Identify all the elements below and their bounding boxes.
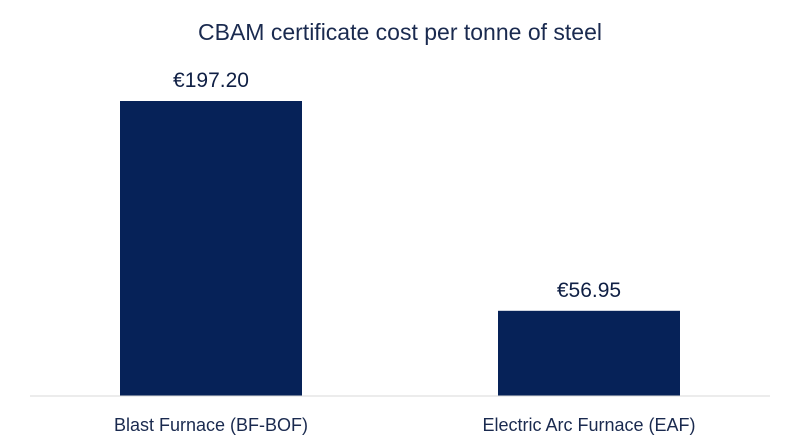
value-label: €56.95 bbox=[557, 279, 621, 302]
labels-group: €197.20 Blast Furnace (BF-BOF) €56.95 Elect… bbox=[114, 69, 696, 435]
bar-blast-furnace bbox=[120, 101, 302, 396]
chart-title: CBAM certificate cost per tonne of steel bbox=[198, 19, 602, 45]
bar-electric-arc-furnace bbox=[498, 310, 680, 396]
value-label: €197.20 bbox=[173, 69, 249, 92]
category-label: Electric Arc Furnace (EAF) bbox=[482, 415, 695, 435]
bars-group bbox=[120, 101, 680, 396]
category-label: Blast Furnace (BF-BOF) bbox=[114, 415, 308, 435]
